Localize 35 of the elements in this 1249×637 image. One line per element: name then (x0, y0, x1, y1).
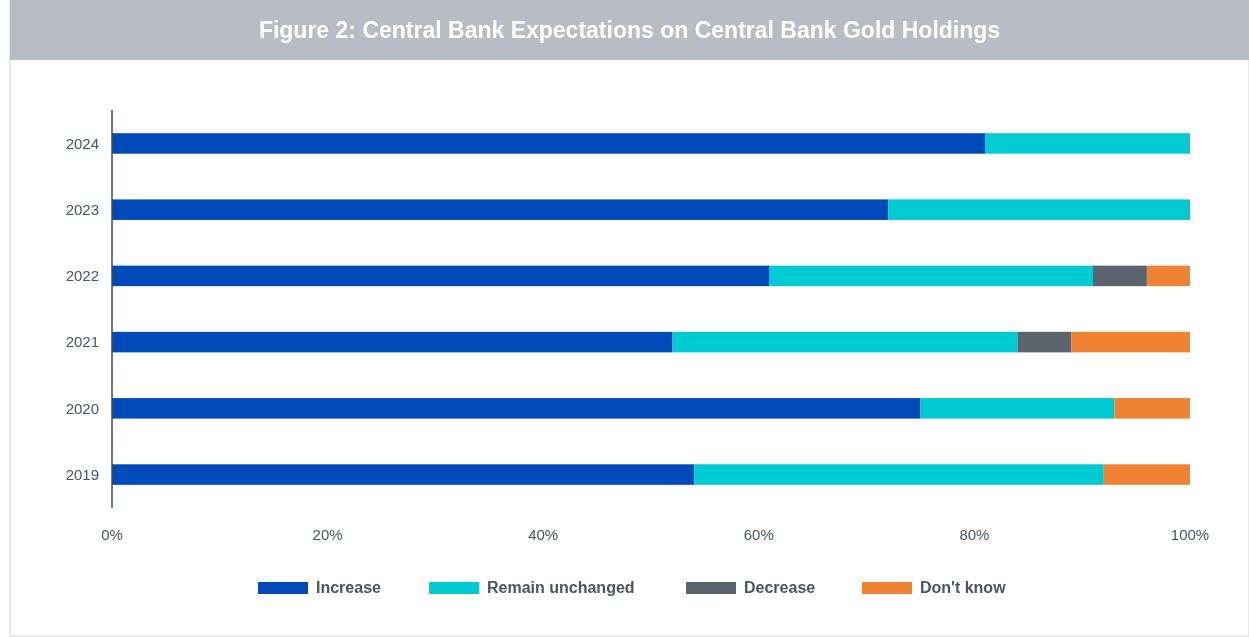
y-tick-label: 2024 (65, 134, 99, 152)
bar (112, 398, 921, 419)
legend-label: Don't know (920, 579, 1007, 596)
y-tick-label: 2020 (65, 399, 99, 417)
bar (112, 133, 986, 154)
x-tick-label: 80% (959, 526, 990, 543)
x-tick-label: 100% (1170, 526, 1210, 543)
legend-label: Decrease (744, 579, 816, 596)
bar (672, 331, 1018, 353)
y-tick-label: 2022 (65, 267, 99, 285)
y-tick-label: 2023 (65, 200, 99, 218)
x-tick-label: 0% (101, 526, 123, 543)
bar (769, 265, 1093, 287)
bar (1114, 398, 1190, 419)
x-tick-label: 40% (528, 526, 559, 543)
bar (1071, 331, 1190, 353)
bar (985, 133, 1190, 154)
chart-title: Figure 2: Central Bank Expectations on Central Bank Gold Holdings (258, 17, 1001, 43)
bar (920, 398, 1115, 419)
bar (888, 199, 1190, 220)
bar (1103, 464, 1190, 485)
legend-label: Remain unchanged (487, 579, 635, 596)
bar (1017, 331, 1072, 353)
x-tick-label: 20% (312, 526, 343, 543)
bar (112, 199, 889, 220)
bar (112, 331, 673, 353)
bar (694, 464, 1104, 485)
x-tick-label: 60% (743, 526, 774, 543)
bar (112, 265, 770, 287)
bar (1092, 265, 1147, 287)
bar (1146, 265, 1190, 287)
y-tick-label: 2019 (65, 465, 99, 483)
legend-label: Increase (316, 579, 382, 596)
y-tick-label: 2021 (65, 333, 99, 351)
bar (112, 464, 695, 485)
